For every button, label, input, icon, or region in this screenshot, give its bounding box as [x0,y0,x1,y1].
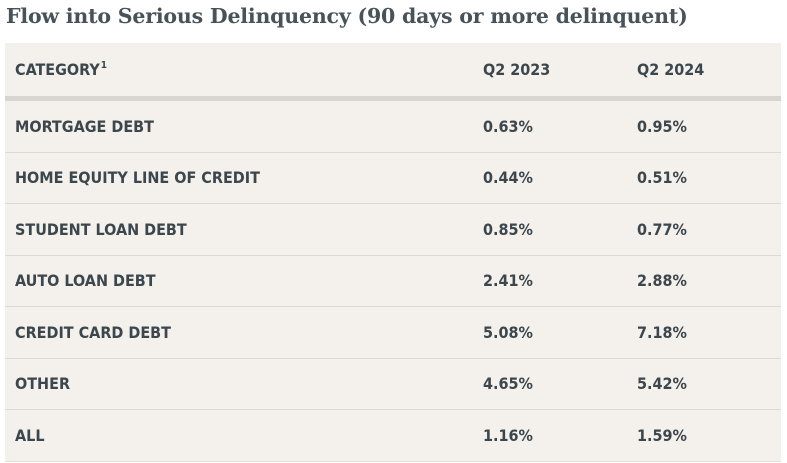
cell-q2-2024: 0.95% [637,116,687,136]
cell-category: AUTO LOAN DEBT [15,271,156,291]
table-header-row: CATEGORY 1 Q2 2023 Q2 2024 [5,43,781,101]
cell-q2-2023: 0.63% [483,116,533,136]
cell-category: OTHER [15,374,71,394]
table-title: Flow into Serious Delinquency (90 days o… [6,4,688,28]
cell-category: CREDIT CARD DEBT [15,322,171,342]
cell-q2-2024: 0.51% [637,168,687,188]
table-row: STUDENT LOAN DEBT 0.85% 0.77% [5,204,781,256]
column-header-category: CATEGORY 1 [15,43,107,96]
cell-q2-2024: 2.88% [637,271,687,291]
cell-category: HOME EQUITY LINE OF CREDIT [15,168,260,188]
table-row: CREDIT CARD DEBT 5.08% 7.18% [5,307,781,359]
cell-q2-2023: 1.16% [483,425,533,445]
cell-q2-2023: 0.85% [483,219,533,239]
cell-q2-2023: 2.41% [483,271,533,291]
table-row: OTHER 4.65% 5.42% [5,359,781,410]
cell-q2-2023: 4.65% [483,374,533,394]
cell-q2-2023: 5.08% [483,322,533,342]
table-row: HOME EQUITY LINE OF CREDIT 0.44% 0.51% [5,153,781,204]
cell-category: MORTGAGE DEBT [15,116,154,136]
cell-q2-2023: 0.44% [483,168,533,188]
cell-category: STUDENT LOAN DEBT [15,219,187,239]
cell-q2-2024: 0.77% [637,219,687,239]
column-header-q2-2024: Q2 2024 [637,60,705,79]
cell-q2-2024: 5.42% [637,374,687,394]
column-header-category-label: CATEGORY [15,60,100,79]
category-footnote-marker: 1 [100,60,108,71]
cell-q2-2024: 1.59% [637,425,687,445]
table-row: MORTGAGE DEBT 0.63% 0.95% [5,101,781,153]
table-row: ALL 1.16% 1.59% [5,410,781,462]
table-row: AUTO LOAN DEBT 2.41% 2.88% [5,256,781,307]
cell-q2-2024: 7.18% [637,322,687,342]
column-header-q2-2023: Q2 2023 [483,60,551,79]
table-body: MORTGAGE DEBT 0.63% 0.95% HOME EQUITY LINE … [5,101,781,462]
cell-category: ALL [15,425,45,445]
delinquency-table: CATEGORY 1 Q2 2023 Q2 2024 MORTGAGE DEBT 0… [5,43,781,462]
